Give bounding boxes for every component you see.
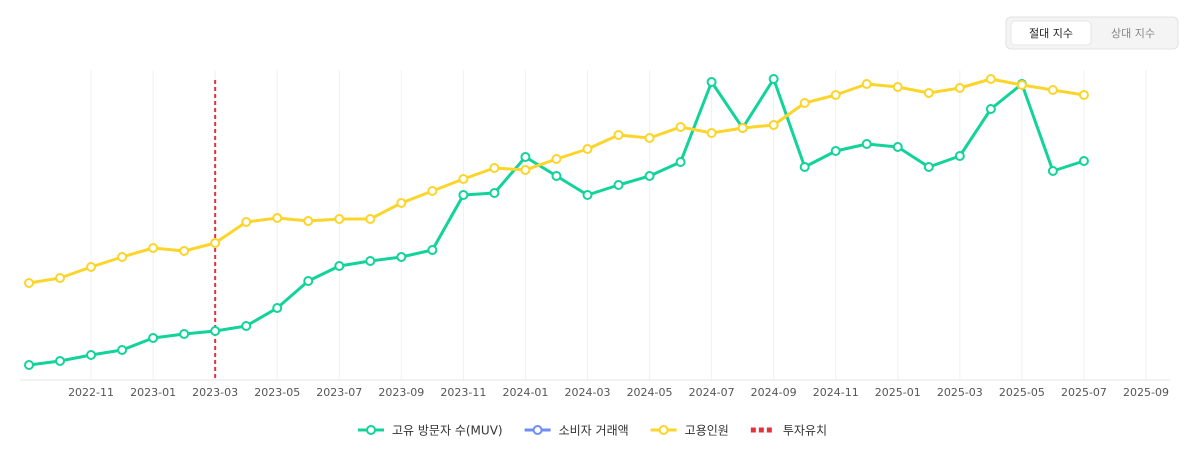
point (24, 278, 34, 288)
point (117, 252, 128, 262)
point (1078, 90, 1089, 100)
x-tick-label: 2024-03 (565, 386, 611, 399)
x-tick-label: 2024-01 (502, 386, 548, 399)
point (923, 162, 934, 172)
x-tick-label: 2023-01 (130, 386, 176, 399)
point (241, 217, 252, 227)
point (303, 216, 314, 226)
point (86, 262, 97, 272)
x-tick-label: 2023-11 (440, 386, 486, 399)
x-tick-label: 2025-03 (937, 386, 983, 399)
point (613, 180, 624, 190)
point (675, 157, 686, 167)
point (954, 151, 965, 161)
point (179, 246, 190, 256)
point (458, 174, 469, 184)
point (892, 142, 903, 152)
x-tick-label: 2024-05 (627, 386, 673, 399)
point (334, 214, 345, 224)
point (892, 82, 903, 92)
legend-label[interactable]: 고용인원 (685, 424, 729, 438)
point (55, 356, 66, 366)
point (551, 171, 562, 181)
x-tick-label: 2023-07 (316, 386, 362, 399)
x-tick-label: 2023-09 (378, 386, 424, 399)
point (675, 122, 686, 132)
point (861, 79, 872, 89)
point (241, 321, 252, 331)
point (644, 133, 655, 143)
point (117, 345, 128, 355)
toggle-option[interactable]: 상대 지수 (1111, 27, 1155, 40)
point (737, 123, 748, 133)
point (365, 214, 376, 224)
point (427, 245, 438, 255)
x-tick-label: 2025-01 (875, 386, 921, 399)
point (24, 360, 34, 370)
x-tick-label: 2025-09 (1123, 386, 1169, 399)
x-tick-label: 2024-07 (689, 386, 735, 399)
point (55, 273, 66, 283)
point (489, 188, 500, 198)
point (768, 120, 779, 130)
point (768, 74, 779, 84)
point (520, 152, 531, 162)
point (985, 104, 996, 114)
x-tick-label: 2023-05 (254, 386, 300, 399)
x-tick-label: 2023-03 (192, 386, 238, 399)
point (799, 162, 810, 172)
point (985, 74, 996, 84)
point (148, 333, 159, 343)
point (613, 130, 624, 140)
point (551, 154, 562, 164)
point (148, 243, 159, 253)
point (489, 163, 500, 173)
point (861, 139, 872, 149)
point (644, 171, 655, 181)
point (272, 213, 283, 223)
point (179, 329, 190, 339)
point (1016, 80, 1027, 90)
point (427, 186, 438, 196)
legend-label[interactable]: 소비자 거래액 (559, 424, 629, 438)
x-tick-label: 2022-11 (68, 386, 114, 399)
point (582, 190, 593, 200)
toggle-option[interactable]: 절대 지수 (1029, 27, 1073, 40)
legend-label[interactable]: 투자유치 (783, 424, 827, 438)
point (334, 261, 345, 271)
legend-marker (532, 425, 543, 435)
point (303, 276, 314, 286)
point (706, 128, 717, 138)
legend-marker (366, 425, 376, 435)
x-tick-label: 2025-07 (1061, 386, 1107, 399)
point (396, 252, 407, 262)
legend-label[interactable]: 고유 방문자 수(MUV) (392, 424, 503, 438)
x-tick-label: 2024-09 (751, 386, 797, 399)
point (954, 83, 965, 93)
x-tick-label: 2024-11 (813, 386, 859, 399)
point (923, 88, 934, 98)
point (365, 256, 376, 266)
point (830, 146, 841, 156)
point (1047, 166, 1058, 176)
point (210, 326, 221, 336)
point (830, 90, 841, 100)
point (210, 238, 221, 248)
x-tick-label: 2025-05 (999, 386, 1045, 399)
point (706, 77, 717, 87)
point (799, 98, 810, 108)
point (272, 303, 283, 313)
point (396, 198, 407, 208)
point (86, 350, 97, 360)
point (582, 144, 593, 154)
point (458, 190, 469, 200)
legend-marker (658, 425, 669, 435)
point (520, 165, 531, 175)
toggle-active (1010, 20, 1092, 46)
point (1047, 85, 1058, 95)
point (1078, 156, 1089, 166)
series-line (28, 77, 1085, 367)
